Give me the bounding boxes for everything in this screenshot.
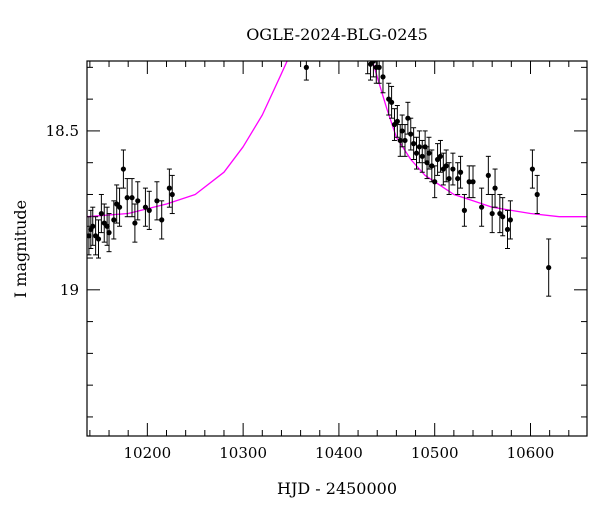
data-point	[370, 61, 376, 64]
data-point	[394, 118, 400, 124]
data-point	[95, 236, 102, 242]
data-point	[344, 14, 349, 19]
plot-area	[87, 4, 587, 297]
data-point	[500, 214, 506, 220]
data-point	[376, 64, 382, 70]
data-point	[365, 55, 370, 60]
chart-title: OGLE-2024-BLG-0245	[246, 25, 428, 44]
x-tick-label: 10600	[507, 444, 555, 462]
data-point	[507, 217, 513, 223]
data-point	[120, 166, 126, 172]
data-point	[405, 115, 411, 121]
x-tick-label: 10300	[219, 444, 267, 462]
data-point	[437, 153, 444, 159]
data-point	[485, 172, 491, 179]
data-point	[446, 175, 452, 182]
data-point	[337, 4, 342, 9]
data-point	[397, 137, 403, 144]
y-axis-label: I magnitude	[11, 200, 30, 298]
data-point	[321, 17, 326, 22]
data-point	[546, 264, 552, 271]
plot-frame	[86, 60, 588, 437]
data-point	[324, 11, 329, 16]
data-point	[443, 163, 449, 169]
axis-ticks: 10200103001040010500106001818.519	[46, 61, 587, 462]
data-point	[424, 160, 430, 166]
data-point	[534, 191, 540, 198]
data-point	[461, 207, 467, 213]
data-point	[402, 137, 408, 144]
data-point	[146, 207, 152, 213]
y-tick-label: 18.5	[46, 122, 79, 140]
data-point	[98, 210, 104, 217]
data-point	[129, 195, 135, 201]
data-point	[432, 179, 438, 185]
data-point	[413, 150, 420, 156]
x-tick-label: 10200	[123, 444, 171, 462]
data-point	[470, 179, 476, 185]
data-point	[419, 153, 425, 159]
data-point	[303, 64, 309, 70]
data-point	[388, 99, 395, 105]
data-point	[411, 141, 417, 147]
data-point	[116, 204, 123, 210]
data-point	[329, 4, 334, 9]
x-tick-label: 10400	[315, 444, 363, 462]
data-point	[159, 217, 165, 223]
data-point	[124, 195, 130, 201]
data-point	[166, 185, 172, 191]
data-point	[135, 198, 141, 204]
x-tick-label: 10500	[411, 444, 459, 462]
plot-inner	[87, 4, 587, 297]
data-point	[169, 191, 175, 198]
y-tick-label: 19	[60, 281, 79, 299]
data-point	[450, 166, 456, 172]
data-point	[489, 210, 495, 217]
data-point	[111, 217, 117, 223]
x-axis-label: HJD - 2450000	[277, 479, 397, 498]
data-point	[106, 230, 112, 236]
data-point	[492, 185, 498, 191]
data-point	[399, 128, 405, 134]
data-point	[426, 150, 432, 156]
data-point	[457, 169, 464, 175]
data-point	[154, 198, 160, 204]
model-curve	[87, 61, 587, 218]
data-point	[142, 204, 149, 210]
data-point	[380, 74, 386, 80]
data-point	[408, 131, 414, 137]
data-point	[132, 220, 138, 226]
data-point	[504, 226, 511, 233]
data-point	[340, 17, 345, 22]
data-point	[455, 175, 461, 182]
data-point	[529, 166, 536, 172]
data-point	[466, 179, 472, 185]
data-point	[429, 163, 435, 169]
data-point	[479, 204, 485, 210]
data-point	[104, 223, 110, 229]
data-point	[416, 144, 422, 150]
